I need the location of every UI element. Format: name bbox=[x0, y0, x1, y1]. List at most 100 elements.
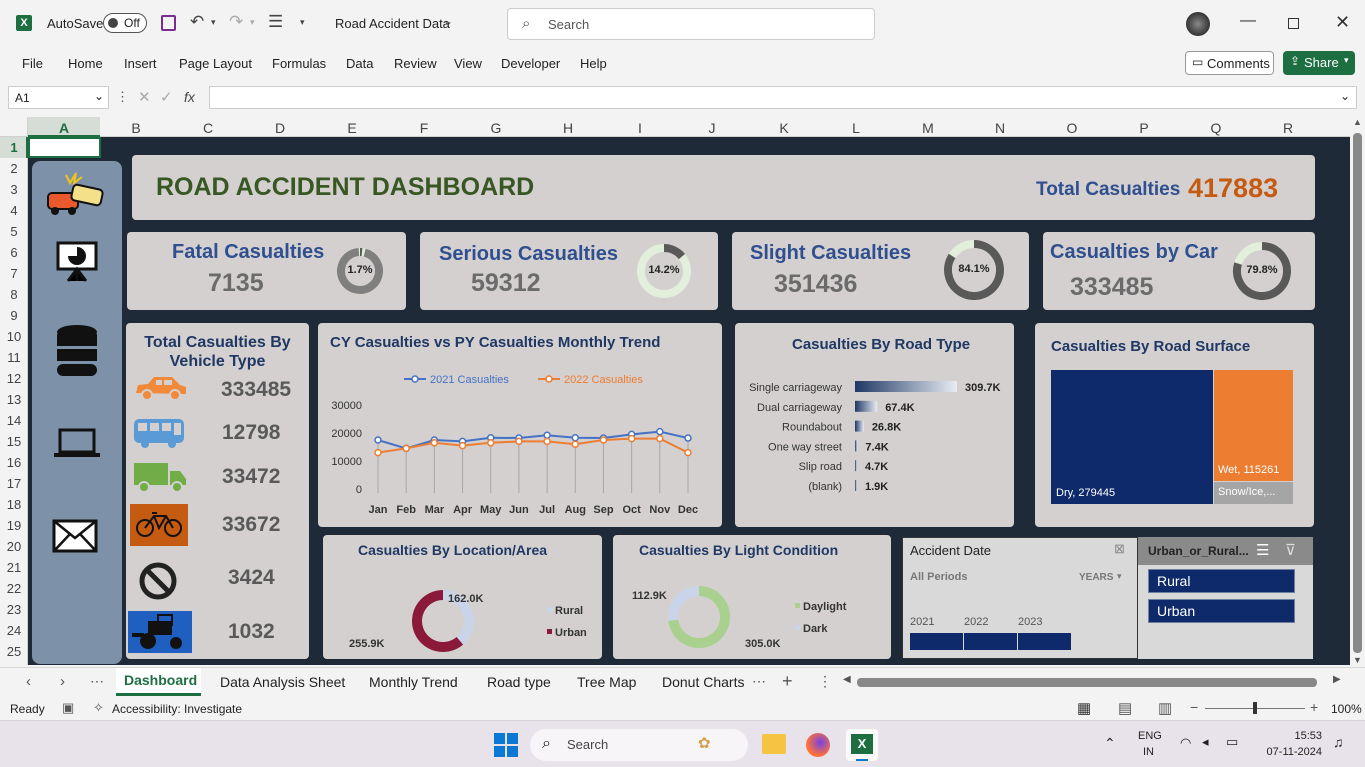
redo-icon[interactable]: ↷ bbox=[229, 12, 244, 31]
format-list-icon[interactable]: ☰ bbox=[268, 12, 284, 31]
column-header-label[interactable]: F bbox=[419, 120, 429, 136]
row-header-label[interactable]: 23 bbox=[6, 602, 22, 617]
zoom-level[interactable]: 100% bbox=[1331, 702, 1362, 716]
row-header-label[interactable]: 3 bbox=[10, 182, 18, 197]
scroll-thumb[interactable] bbox=[1353, 133, 1362, 653]
name-box[interactable]: A1 ⌄ bbox=[8, 86, 109, 109]
column-header-label[interactable]: J bbox=[708, 120, 716, 136]
autosave-toggle[interactable]: Off bbox=[103, 13, 147, 33]
mail-icon[interactable] bbox=[52, 519, 98, 553]
row-header-label[interactable]: 24 bbox=[6, 623, 22, 638]
file-explorer-icon[interactable] bbox=[762, 734, 786, 754]
more-sheets-icon[interactable]: ⋯ bbox=[90, 673, 104, 689]
tab-options-icon[interactable]: ⋮ bbox=[818, 673, 832, 689]
row-header-label[interactable]: 21 bbox=[6, 560, 22, 575]
column-header-label[interactable]: N bbox=[994, 120, 1006, 136]
accessibility-status[interactable]: Accessibility: Investigate bbox=[112, 702, 243, 716]
scroll-right-icon[interactable]: ▶ bbox=[1333, 674, 1341, 685]
slicer-item-urban[interactable]: Urban bbox=[1148, 599, 1295, 623]
redo-dropdown-icon[interactable]: ▾ bbox=[250, 17, 255, 27]
cancel-formula-icon[interactable]: ✕ bbox=[138, 89, 151, 106]
undo-icon[interactable]: ↶ bbox=[190, 12, 205, 31]
page-layout-view-icon[interactable]: ▤ bbox=[1118, 700, 1133, 717]
column-header-label[interactable]: M bbox=[922, 120, 934, 136]
firefox-icon[interactable] bbox=[806, 733, 830, 757]
add-sheet-icon[interactable]: + bbox=[782, 671, 793, 691]
normal-view-icon[interactable]: ▦ bbox=[1077, 700, 1092, 717]
language-indicator[interactable]: ENG bbox=[1138, 730, 1162, 742]
battery-icon[interactable]: ▭ bbox=[1226, 734, 1239, 749]
tab-road-type[interactable]: Road type bbox=[487, 674, 551, 690]
menu-formulas[interactable]: Formulas bbox=[272, 56, 327, 71]
volume-icon[interactable]: ◂ bbox=[1202, 734, 1209, 749]
column-header-label[interactable]: D bbox=[274, 120, 286, 136]
scroll-left-icon[interactable]: ◀ bbox=[843, 674, 851, 685]
menu-developer[interactable]: Developer bbox=[501, 56, 561, 71]
row-header-label[interactable]: 5 bbox=[10, 224, 18, 239]
row-header-label[interactable]: 2 bbox=[10, 161, 18, 176]
zoom-in-icon[interactable]: + bbox=[1310, 699, 1319, 715]
windows-start-icon[interactable] bbox=[494, 733, 518, 757]
row-header-label[interactable]: 7 bbox=[10, 266, 18, 281]
tab-monthly-trend[interactable]: Monthly Trend bbox=[369, 674, 458, 690]
wifi-icon[interactable]: ◠ bbox=[1180, 735, 1192, 750]
row-header-label[interactable]: 18 bbox=[6, 497, 22, 512]
column-header-label[interactable]: P bbox=[1139, 120, 1149, 136]
comments-button[interactable]: ▭ Comments bbox=[1185, 51, 1274, 75]
more-tabs-icon[interactable]: ⋯ bbox=[752, 673, 766, 689]
row-header-label[interactable]: 4 bbox=[10, 203, 18, 218]
database-icon[interactable] bbox=[54, 324, 100, 382]
row-header-label[interactable]: 6 bbox=[10, 245, 18, 260]
confirm-formula-icon[interactable]: ✓ bbox=[160, 89, 173, 106]
laptop-icon[interactable] bbox=[52, 427, 102, 459]
menu-data[interactable]: Data bbox=[346, 56, 374, 71]
select-all-corner[interactable] bbox=[0, 117, 28, 137]
next-sheet-icon[interactable]: › bbox=[60, 673, 65, 690]
accessibility-icon[interactable]: ✧ bbox=[93, 700, 104, 715]
multi-select-icon[interactable]: ☰ bbox=[1256, 542, 1270, 559]
row-header-label[interactable]: 9 bbox=[10, 308, 18, 323]
formula-input[interactable]: ⌄ bbox=[209, 86, 1357, 109]
row-header-label[interactable]: 19 bbox=[6, 518, 22, 533]
column-header-label[interactable]: H bbox=[562, 120, 574, 136]
notification-bell-icon[interactable]: ♫ bbox=[1333, 734, 1344, 750]
avatar[interactable] bbox=[1186, 12, 1210, 36]
row-header-label[interactable]: 12 bbox=[6, 371, 22, 386]
more-options-icon[interactable]: ⋮ bbox=[116, 89, 129, 104]
document-title[interactable]: Road Accident Data bbox=[335, 16, 450, 31]
close-icon[interactable]: ✕ bbox=[1335, 12, 1351, 32]
clear-filter-icon[interactable]: ⊠ bbox=[1114, 541, 1125, 556]
zoom-thumb[interactable] bbox=[1253, 702, 1257, 714]
horizontal-scrollbar[interactable]: ◀ ▶ bbox=[843, 674, 1345, 690]
time-level-dropdown[interactable]: YEARS bbox=[1079, 572, 1114, 583]
language-region[interactable]: IN bbox=[1143, 746, 1154, 758]
tab-data-analysis-sheet[interactable]: Data Analysis Sheet bbox=[220, 674, 346, 690]
column-header-label[interactable]: G bbox=[490, 120, 502, 136]
menu-view[interactable]: View bbox=[454, 56, 482, 71]
row-header-label[interactable]: 1 bbox=[10, 140, 18, 155]
menu-insert[interactable]: Insert bbox=[124, 56, 157, 71]
column-header-label[interactable]: O bbox=[1066, 120, 1078, 136]
restore-icon[interactable] bbox=[1288, 18, 1299, 29]
insert-function-icon[interactable]: fx bbox=[184, 89, 195, 105]
share-button[interactable]: ⇪ Share ▾ bbox=[1283, 51, 1355, 75]
row-header-label[interactable]: 8 bbox=[10, 287, 18, 302]
clock-time[interactable]: 15:53 bbox=[1294, 730, 1322, 742]
car-crash-icon[interactable] bbox=[46, 169, 106, 217]
column-header-label[interactable]: L bbox=[852, 120, 860, 136]
column-header-label[interactable]: K bbox=[779, 120, 789, 136]
hscroll-thumb[interactable] bbox=[857, 678, 1317, 687]
vertical-scrollbar[interactable]: ▲ ▼ bbox=[1350, 117, 1365, 667]
scroll-up-icon[interactable]: ▲ bbox=[1353, 117, 1362, 127]
column-header-label[interactable]: E bbox=[347, 120, 357, 136]
taskbar-search[interactable]: ⌕ Search ✿ bbox=[530, 729, 748, 761]
zoom-out-icon[interactable]: − bbox=[1190, 699, 1199, 715]
timeline-bar-2023[interactable] bbox=[1018, 633, 1071, 650]
presentation-chart-icon[interactable] bbox=[54, 239, 100, 283]
column-header-label[interactable]: I bbox=[638, 120, 642, 136]
page-break-view-icon[interactable]: ▥ bbox=[1158, 700, 1173, 717]
tab-donut-charts[interactable]: Donut Charts bbox=[662, 674, 745, 690]
show-hidden-icons[interactable]: ⌃ bbox=[1104, 735, 1116, 751]
undo-dropdown-icon[interactable]: ▾ bbox=[211, 17, 216, 27]
macro-record-icon[interactable]: ▣ bbox=[62, 700, 75, 715]
